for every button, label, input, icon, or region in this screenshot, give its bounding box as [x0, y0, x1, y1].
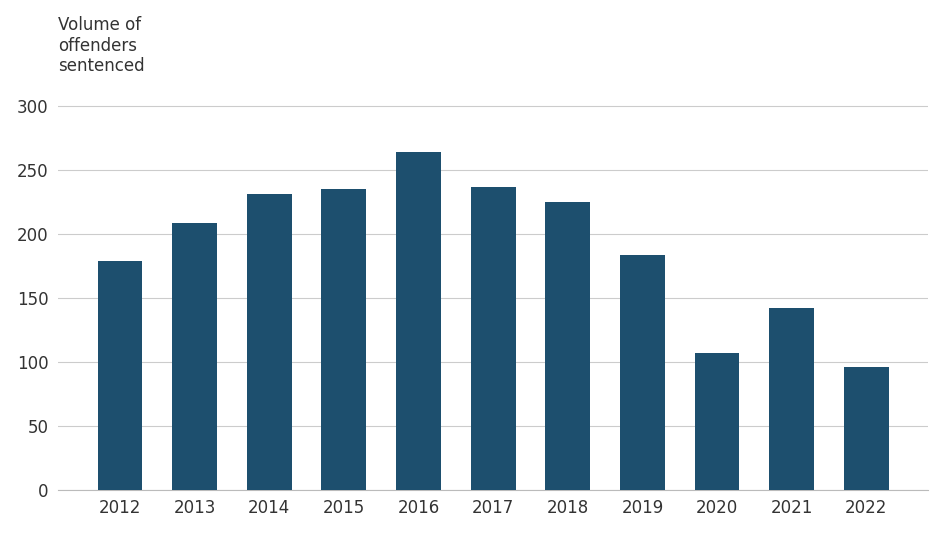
Bar — [843, 367, 888, 490]
Bar — [768, 308, 814, 490]
Bar — [246, 194, 292, 490]
Bar — [396, 152, 441, 490]
Bar — [619, 255, 665, 490]
Bar — [470, 187, 515, 490]
Bar — [172, 223, 217, 490]
Bar — [694, 353, 739, 490]
Bar — [97, 261, 143, 490]
Bar — [321, 190, 366, 490]
Bar — [545, 202, 590, 490]
Text: Volume of
offenders
sentenced: Volume of offenders sentenced — [58, 16, 144, 75]
